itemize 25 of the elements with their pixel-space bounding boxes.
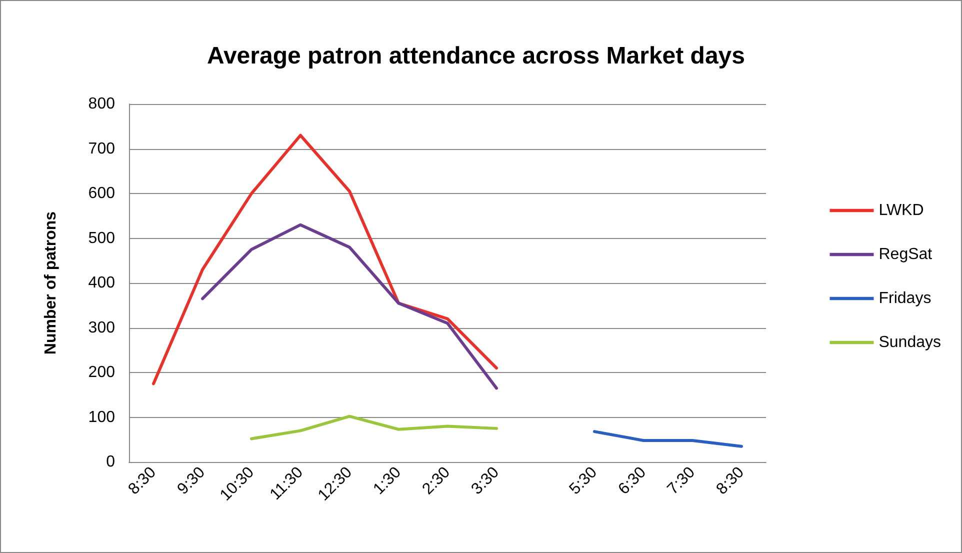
y-tick-label: 600	[88, 185, 116, 202]
y-tick-label: 500	[88, 230, 116, 247]
legend-label: Fridays	[878, 290, 932, 307]
x-tick-label: 7:30	[664, 464, 699, 498]
line-series	[201, 223, 498, 390]
line-series	[250, 414, 498, 440]
x-tick-label: 5:30	[566, 464, 601, 498]
legend-label: RegSat	[878, 246, 933, 263]
y-tick-label: 700	[88, 140, 116, 158]
y-tick-label: 800	[88, 96, 116, 112]
x-tick-label: 8:30	[713, 464, 748, 498]
line-series	[152, 134, 498, 386]
x-tick-label: 6:30	[615, 464, 650, 498]
x-tick-label: 8:30	[125, 464, 160, 498]
chart-title: Average patron attendance across Market days	[207, 42, 745, 70]
y-axis-title: Number of patrons	[42, 211, 60, 355]
y-tick-label: 300	[88, 319, 116, 336]
y-tick-label: 100	[88, 408, 116, 426]
y-tick-label: 0	[106, 454, 116, 470]
x-tick-label: 3:30	[468, 464, 503, 498]
x-tick-label: 9:30	[174, 464, 209, 498]
legend-label: Sundays	[878, 334, 941, 351]
y-tick-label: 200	[88, 364, 116, 381]
y-tick-label: 400	[88, 274, 116, 292]
legend-label: LWKD	[878, 202, 924, 219]
